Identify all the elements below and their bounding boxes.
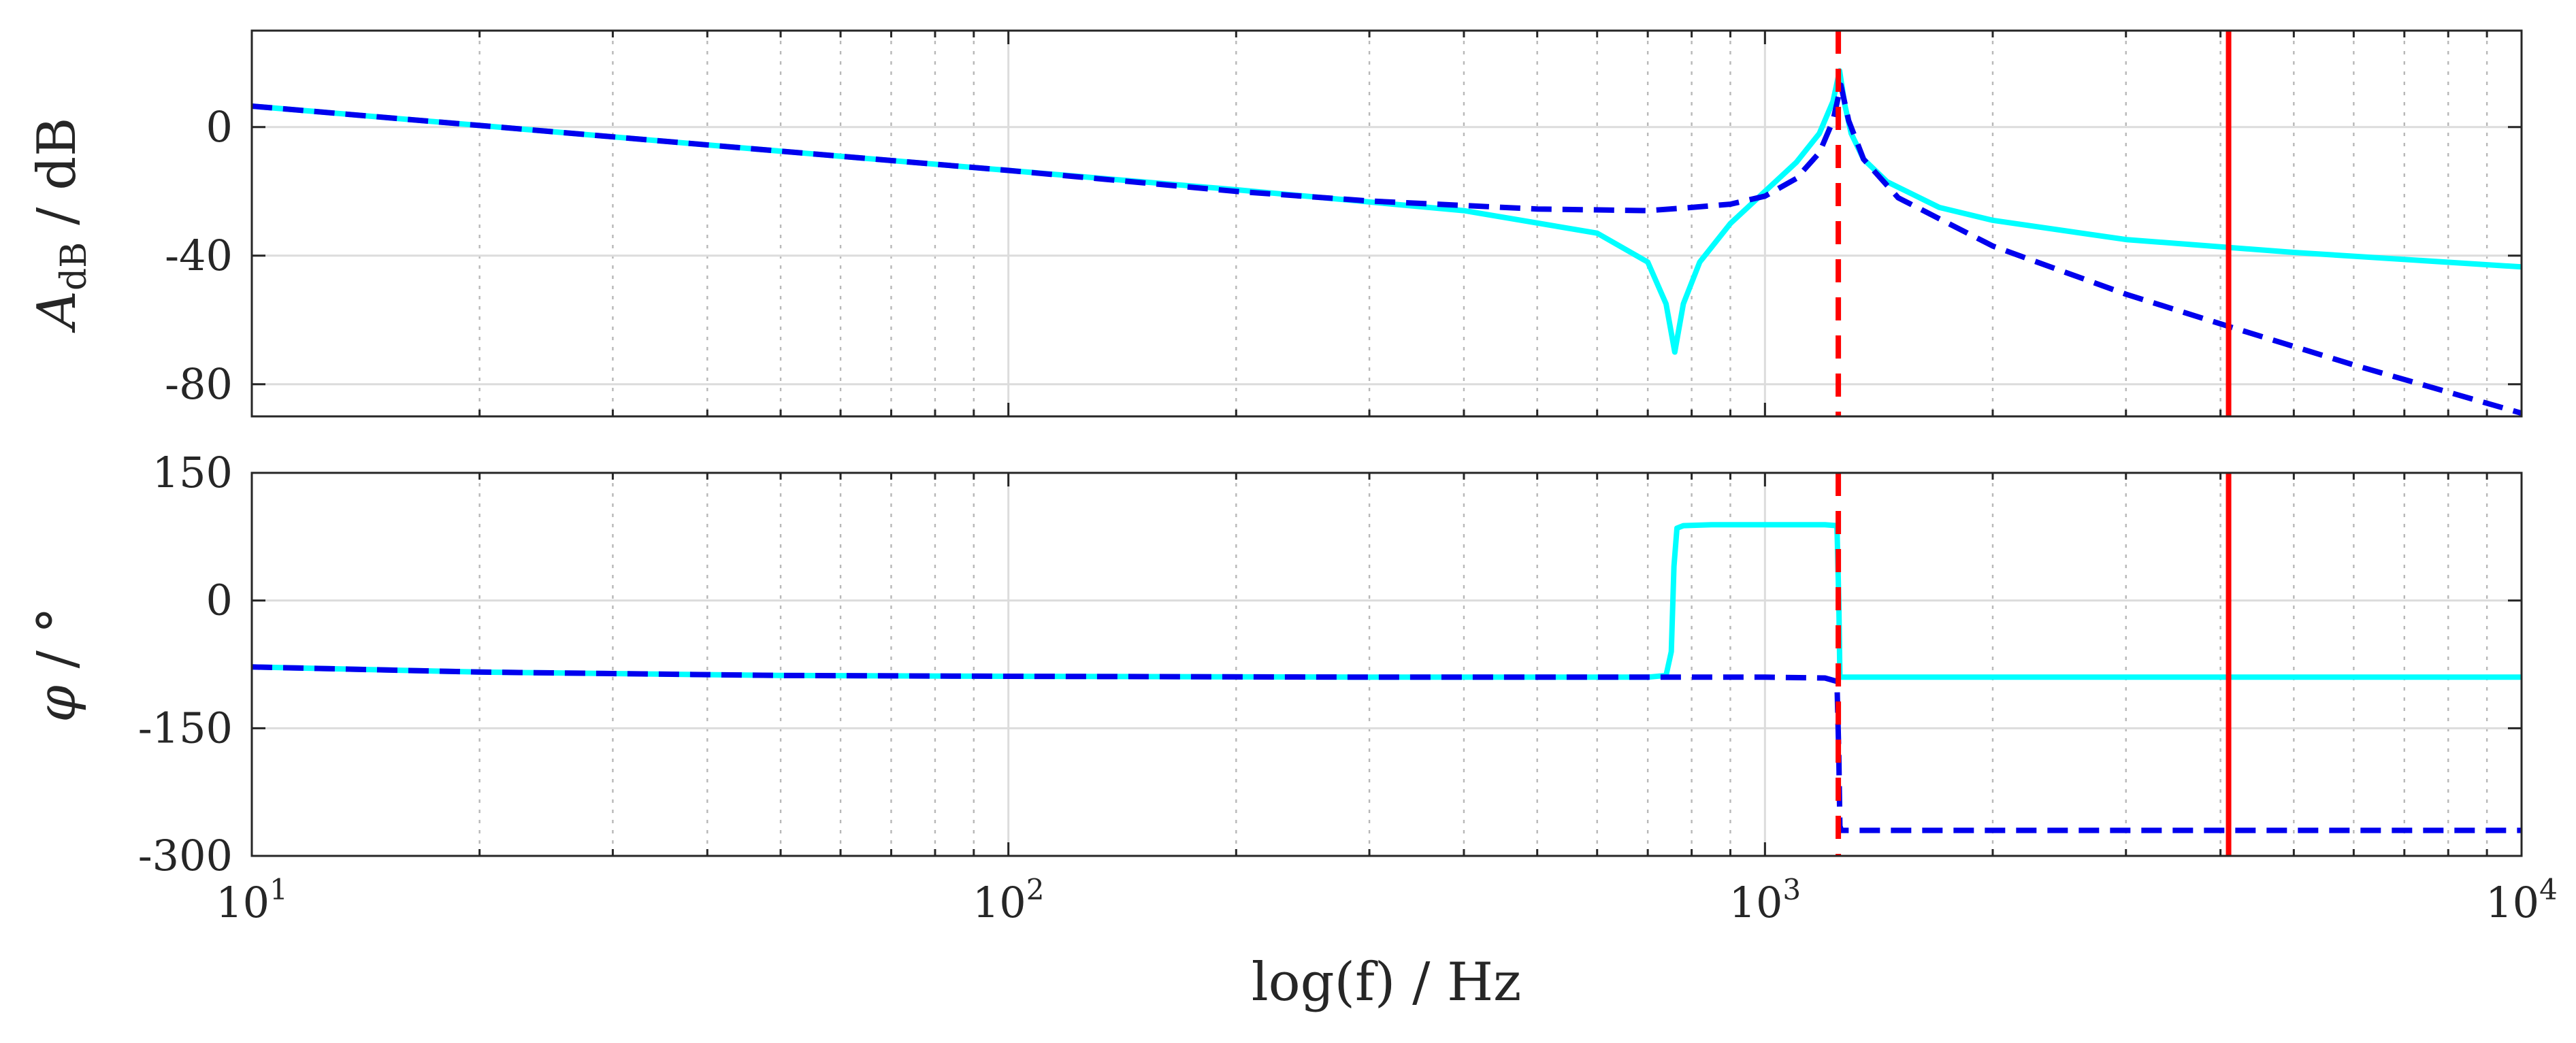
x-axis-label: log(f) / Hz (1252, 952, 1522, 1013)
ytick-label: -80 (165, 359, 233, 409)
magnitude-ylabel: AdB / dB (27, 118, 95, 333)
series-line-blue-dashed (251, 664, 2522, 833)
phase-ylabel: φ / ° (27, 607, 88, 723)
magnitude-tick-marks (250, 31, 2523, 416)
ytick-label: -150 (138, 703, 233, 752)
series-line-blue-dashed (251, 82, 2523, 416)
magnitude-axes-frame (250, 29, 2523, 418)
phase-xtick-labels: 101 102 103 104 (216, 873, 2558, 927)
xtick-label: 102 (973, 873, 1045, 927)
phase-axes-frame (250, 471, 2523, 857)
phase-tick-marks (250, 471, 2523, 857)
magnitude-ytick-labels: 0 -40 -80 (165, 102, 233, 409)
phase-panel: 150 0 -150 -300 101 102 103 104 φ / ° log(f) /… (27, 448, 2558, 1013)
series-line-cyan-solid (251, 522, 2522, 680)
magnitude-series-group (251, 31, 2523, 416)
ytick-label: -300 (138, 831, 233, 880)
ytick-label: 150 (152, 448, 233, 497)
phase-series-group (251, 473, 2522, 856)
magnitude-panel: 0 -40 -80 AdB / dB (27, 29, 2523, 418)
ytick-label: 0 (206, 102, 233, 152)
xtick-label: 103 (1729, 873, 1801, 927)
xtick-label: 104 (2485, 873, 2558, 927)
xtick-label: 101 (216, 873, 288, 927)
phase-ytick-labels: 150 0 -150 -300 (138, 448, 233, 880)
ytick-label: -40 (165, 231, 233, 280)
ytick-label: 0 (206, 576, 233, 625)
series-line-cyan-solid (251, 68, 2522, 355)
